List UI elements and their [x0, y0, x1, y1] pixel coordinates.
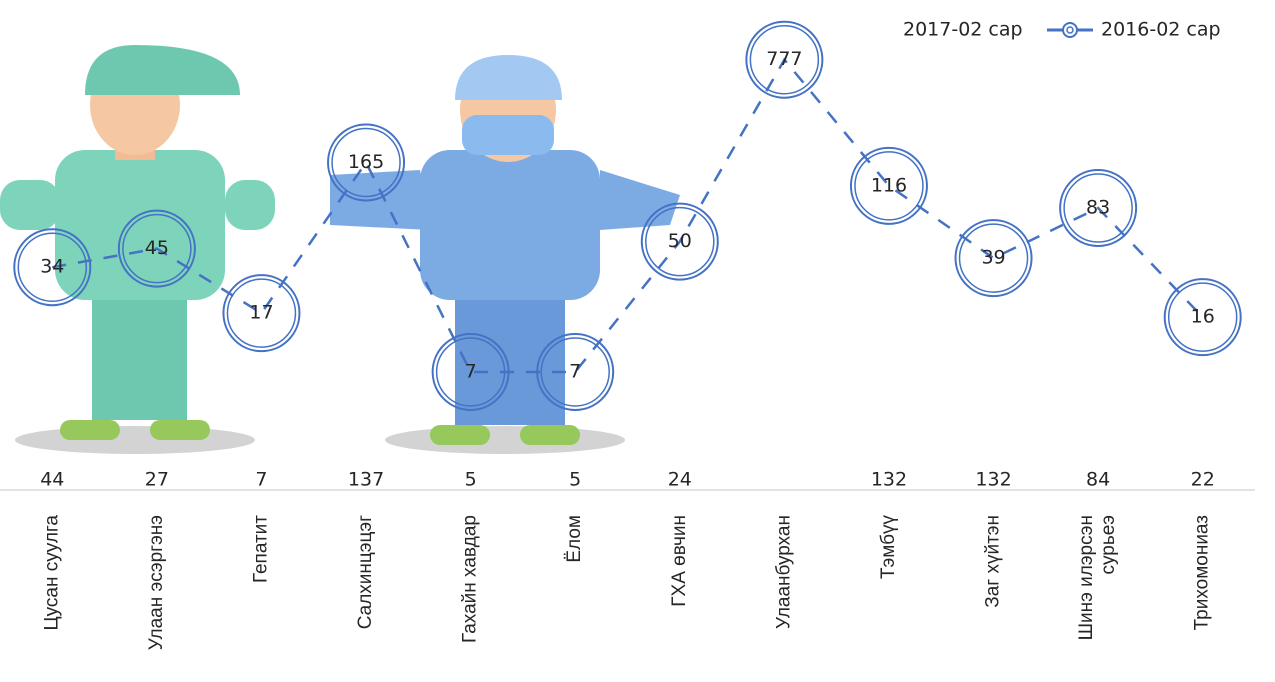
x-tick-label: Салхинцэцэг	[355, 515, 376, 629]
data-label: 50	[668, 230, 692, 252]
data-label: 34	[40, 256, 64, 278]
x-tick-label: Цусан суулга	[41, 515, 62, 631]
value-label: 5	[569, 469, 581, 491]
x-tick-label: Гепатит	[250, 515, 271, 583]
x-tick-label: Трихомониаз	[1192, 515, 1213, 630]
data-label: 7	[465, 360, 477, 382]
chart: Цусан суулга Улаан эсэргэнэ Гепатит Салхинц…	[0, 0, 1275, 682]
x-tick-label: Тэмбүү	[878, 515, 899, 580]
x-tick-label: Улаанбурхан	[773, 515, 794, 629]
x-tick-label: ГХА өвчин	[669, 515, 690, 607]
value-label: 22	[1191, 469, 1215, 491]
data-label: 116	[871, 174, 907, 196]
value-label: 5	[465, 469, 477, 491]
x-tick-label: Шинэ илэрсэнсурьеэ	[1076, 515, 1119, 640]
data-label: 45	[145, 237, 169, 259]
value-label: 137	[348, 469, 384, 491]
data-label: 83	[1086, 197, 1110, 219]
legend-label: 2017-02 сар	[903, 19, 1023, 41]
legend-label: 2016-02 сар	[1101, 19, 1221, 41]
data-label: 39	[981, 247, 1005, 269]
value-label: 7	[255, 469, 267, 491]
data-label: 16	[1191, 306, 1215, 328]
value-label: 132	[871, 469, 907, 491]
value-label: 24	[668, 469, 692, 491]
x-tick-label: Ёлом	[564, 515, 585, 563]
value-label: 44	[40, 469, 64, 491]
x-tick-label: Гахайн хавдар	[460, 515, 481, 643]
data-label: 17	[249, 302, 273, 324]
x-tick-label: Заг хүйтэн	[983, 515, 1004, 608]
data-label: 777	[766, 48, 802, 70]
data-label: 7	[569, 360, 581, 382]
x-tick-label: Улаан эсэргэнэ	[146, 515, 167, 650]
value-label: 132	[975, 469, 1011, 491]
value-label: 27	[145, 469, 169, 491]
data-label: 165	[348, 151, 384, 173]
illustration	[0, 45, 680, 454]
value-label: 84	[1086, 469, 1110, 491]
legend-symbol	[1063, 23, 1077, 37]
